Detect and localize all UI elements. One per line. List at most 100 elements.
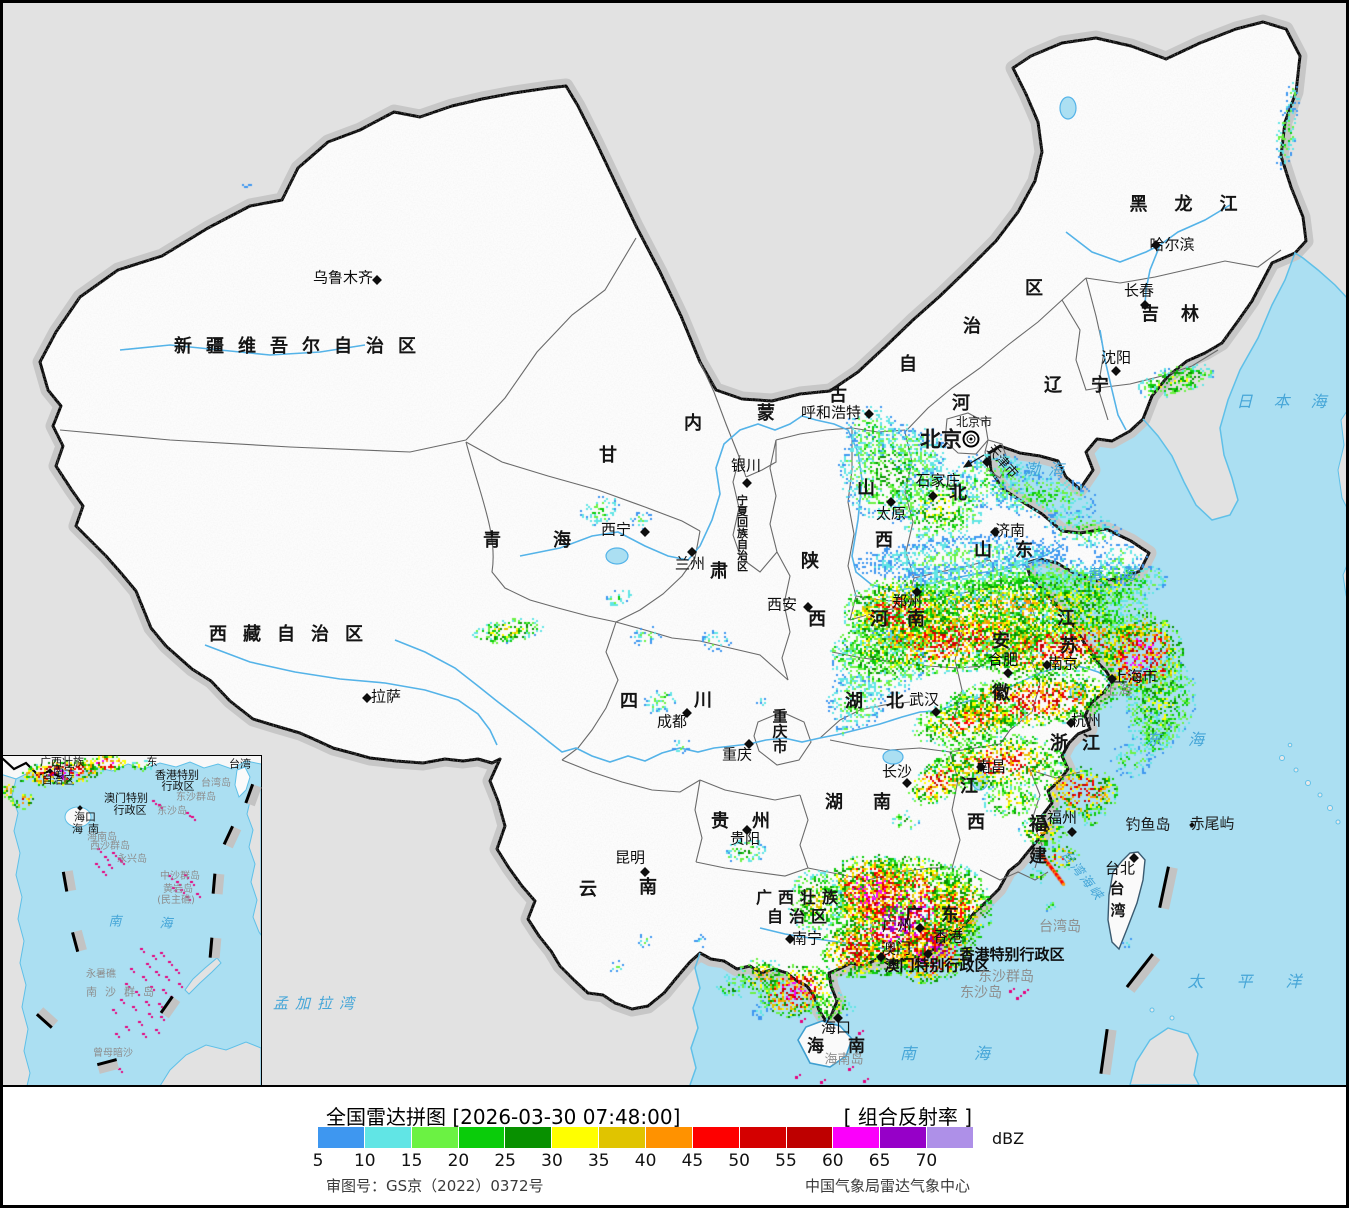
label-city: 西安 [766,595,798,614]
dbz-tick: 10 [353,1151,376,1171]
inset-label: 台湾 [229,757,251,771]
label-city: 银川 [730,456,762,475]
city-marker [640,867,650,877]
label-province: 建 [1029,846,1047,867]
label-city: 武汉 [908,690,940,709]
label-province: 辽宁 [1044,375,1138,396]
label-province: 蒙 [757,403,775,424]
city-marker [640,527,650,537]
label-province: 山 [857,478,875,499]
label-city: 台北 [1104,859,1136,878]
dbz-swatch-5 [318,1127,365,1148]
label-sea: 黄海 [1085,565,1155,584]
inset-label: 曾母暗沙 [93,1048,133,1059]
label-sar: 澳门特别行政区 [884,956,990,975]
dbz-swatch-35 [599,1127,647,1148]
label-province: 重庆市 [770,708,789,754]
label-province: 陕 [801,551,819,572]
label-city: 上海市 [1112,667,1158,686]
label-province: 海南 [807,1036,889,1057]
label-city: 海口 [820,1018,852,1037]
inset-label: (民主礁) [157,895,195,906]
label-province: 区 [1025,278,1043,299]
label-province: 自 [899,354,917,375]
map-labels-layer: 黑龙江 吉林 辽宁内蒙古自治区河北山西山东 河南江苏安徽浙江福建江西湖北 湖南 广东 广西壮… [35,196,1335,1076]
dbz-tick: 70 [915,1151,938,1171]
label-city: 福州 [1046,808,1078,827]
dbz-swatch-40 [646,1127,693,1148]
dbz-swatch-10 [364,1127,412,1148]
dbz-tick: 45 [681,1151,704,1171]
label-city: 呼和浩特 [800,403,862,422]
label-city: 成都 [656,712,688,731]
label-province: 西 [967,812,985,833]
legend-panel: 全国雷达拼图 [2026-03-30 07:48:00] [ 组合反射率 ] d… [0,1085,1349,1208]
boundary-dash [71,929,87,953]
label-city: 拉萨 [370,687,402,706]
boundary-dash [211,873,225,895]
label-province: 广东 [905,905,977,926]
boundary-dash [35,1007,59,1029]
inset-label: 台湾岛 [201,778,231,789]
radar-echo-layer [0,0,1349,1085]
inset-label: 东沙岛 [157,806,187,817]
label-city: 济南 [994,521,1026,540]
label-sea: 太平洋 [1187,972,1335,991]
label-sea: 东海 [1145,730,1231,749]
boundary-dash [208,937,222,959]
dbz-swatch-45 [692,1127,740,1148]
inset-label: 广西壮族 [40,755,84,769]
inset-label: 南沙群岛 [86,985,162,999]
label-province: 湖北 [845,691,927,712]
annotation-layer [962,454,985,468]
label-city: 太原 [875,504,907,523]
dbz-tick: 60 [821,1151,844,1171]
label-province: 苏 [1060,636,1078,657]
inset-label: 东沙群岛 [176,792,216,803]
dbz-tick: 35 [587,1151,610,1171]
city-marker [864,409,874,419]
inset-label: 永暑礁 [86,969,116,980]
dbz-swatch-15 [411,1127,459,1148]
boundary-dash [159,995,181,1019]
label-province: 广西壮族 [755,888,845,907]
label-city: 南宁 [791,929,823,948]
label-city: 南京 [1047,654,1079,673]
label-city: 澳门 [880,939,912,958]
label-province: 江 [960,776,978,797]
label-city: 兰州 [674,554,706,573]
label-province: 吉林 [1141,304,1221,325]
dbz-tick: 25 [494,1151,517,1171]
label-sea: 孟加拉湾 [272,994,362,1013]
dbz-swatch-65 [880,1127,928,1148]
label-island: 东沙群岛 [978,969,1034,985]
label-city: 香港 [932,927,964,946]
city-marker [1003,668,1013,678]
label-city: 贵阳 [729,829,761,848]
label-province: 湖南 [825,792,921,813]
label-province: 河南 [870,609,944,630]
label-sea: 台湾海峡 [1057,847,1107,905]
tianjin-label-arrow [962,454,985,468]
inset-label: 南宁 [53,764,75,778]
map-title: 全国雷达拼图 [2026-03-30 07:48:00] [326,1101,680,1130]
label-sea: 渤海 [1023,460,1073,479]
dbz-tick: 5 [312,1151,324,1171]
inset-label: 中沙群岛 [160,871,200,882]
label-island: 台湾岛 [1039,919,1081,935]
dbz-swatch-25 [505,1127,553,1148]
dbz-swatch-55 [786,1127,834,1148]
capital-marker [962,430,980,448]
label-province: 浙江 [1050,733,1114,754]
dbz-tick: 30 [541,1151,563,1171]
inset-label: 澳门特别 [104,791,148,805]
boundary-dash [96,1058,120,1074]
inset-label: 黄岩岛 [163,884,193,895]
label-province: 新疆维吾尔自治区 [174,336,430,357]
label-city: 重庆 [721,745,753,764]
dbz-tick: 20 [447,1151,470,1171]
dbz-swatch-20 [458,1127,506,1148]
label-province: 安 [992,631,1010,652]
boundary-dash [1158,866,1178,910]
boundary-dash [61,870,77,892]
